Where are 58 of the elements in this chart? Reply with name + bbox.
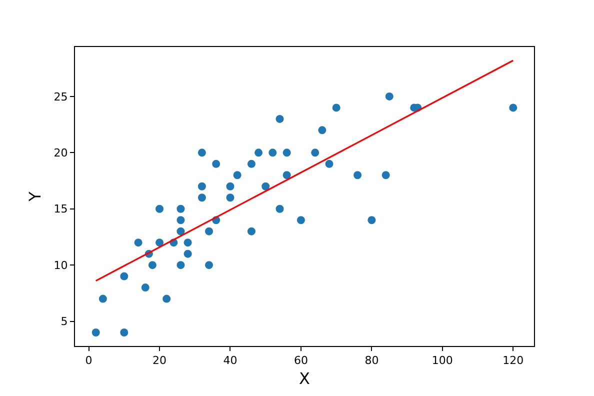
point bbox=[268, 148, 277, 157]
point bbox=[134, 238, 142, 247]
x-tick-label: 40 bbox=[223, 354, 238, 368]
point bbox=[205, 261, 214, 270]
point bbox=[198, 182, 206, 190]
point bbox=[205, 227, 214, 236]
point bbox=[156, 238, 164, 247]
point bbox=[176, 227, 185, 236]
point bbox=[233, 171, 242, 180]
point bbox=[120, 272, 128, 280]
point bbox=[247, 160, 256, 168]
point bbox=[385, 92, 394, 100]
point bbox=[296, 216, 305, 224]
point bbox=[282, 148, 291, 157]
point bbox=[162, 294, 171, 303]
point bbox=[276, 114, 284, 123]
y-axis-title: Y bbox=[26, 191, 45, 202]
point bbox=[318, 126, 326, 134]
point bbox=[148, 261, 156, 270]
point bbox=[282, 171, 291, 180]
point bbox=[226, 182, 234, 190]
point bbox=[184, 238, 192, 247]
x-tick-label: 60 bbox=[294, 354, 308, 368]
point bbox=[176, 216, 185, 224]
x-tick-label: 80 bbox=[364, 354, 379, 368]
point bbox=[262, 182, 270, 190]
point bbox=[198, 194, 206, 202]
point bbox=[156, 204, 164, 213]
point bbox=[184, 250, 192, 258]
x-tick-label: 20 bbox=[152, 354, 167, 368]
point bbox=[176, 204, 185, 213]
point bbox=[354, 171, 362, 180]
point bbox=[325, 160, 334, 168]
point bbox=[247, 227, 256, 236]
x-tick-label: 100 bbox=[432, 354, 453, 368]
point bbox=[382, 171, 390, 180]
point bbox=[141, 284, 150, 292]
y-tick-label: 10 bbox=[54, 258, 68, 272]
point bbox=[311, 148, 320, 157]
x-axis-title: X bbox=[299, 368, 310, 388]
point bbox=[98, 294, 107, 303]
point bbox=[176, 261, 185, 270]
y-tick-label: 25 bbox=[54, 90, 68, 104]
point bbox=[120, 328, 128, 337]
y-tick-label: 5 bbox=[60, 315, 68, 328]
point bbox=[212, 160, 220, 168]
y-tick-label: 15 bbox=[54, 202, 68, 216]
x-tick-label: 0 bbox=[85, 354, 92, 368]
point bbox=[368, 216, 376, 224]
point bbox=[226, 194, 234, 202]
point bbox=[509, 104, 518, 112]
point bbox=[276, 204, 284, 213]
point bbox=[92, 328, 100, 337]
x-tick-label: 120 bbox=[502, 354, 524, 368]
point bbox=[332, 104, 340, 112]
point bbox=[254, 148, 263, 157]
point bbox=[198, 148, 206, 157]
y-tick-label: 20 bbox=[54, 146, 68, 160]
